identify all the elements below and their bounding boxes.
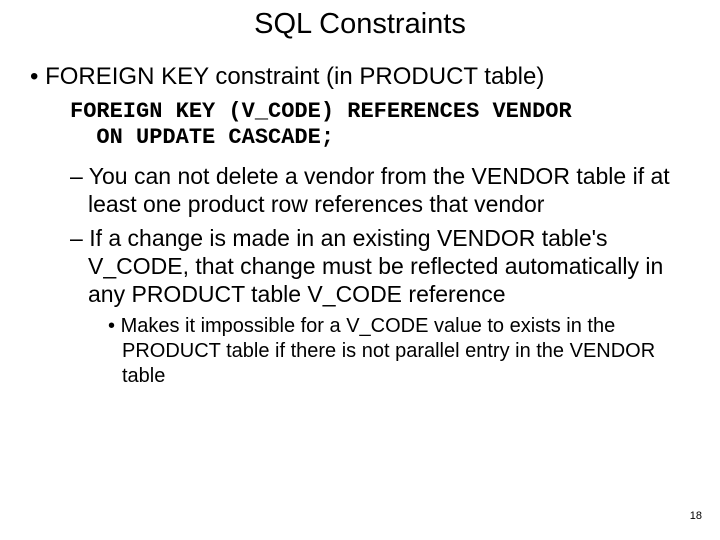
sub-sub-bullet-impossible: Makes it impossible for a V_CODE value t… bbox=[108, 314, 690, 389]
sub-bullet-delete-vendor-text: You can not delete a vendor from the VEN… bbox=[88, 163, 670, 217]
code-line-2: ON UPDATE CASCADE; bbox=[70, 125, 334, 150]
slide-title: SQL Constraints bbox=[30, 8, 690, 41]
sub-bullet-change-vcode: If a change is made in an existing VENDO… bbox=[70, 224, 690, 308]
page-number: 18 bbox=[690, 510, 702, 522]
sub-bullet-delete-vendor: You can not delete a vendor from the VEN… bbox=[70, 162, 690, 218]
bullet-foreign-key: FOREIGN KEY constraint (in PRODUCT table… bbox=[30, 63, 690, 91]
sub-bullet-change-vcode-text: If a change is made in an existing VENDO… bbox=[88, 225, 663, 307]
bullet-foreign-key-text: FOREIGN KEY constraint (in PRODUCT table… bbox=[45, 63, 544, 90]
sql-code-block: FOREIGN KEY (V_CODE) REFERENCES VENDOR O… bbox=[70, 99, 690, 152]
sub-sub-bullet-impossible-text: Makes it impossible for a V_CODE value t… bbox=[121, 315, 656, 387]
code-line-1: FOREIGN KEY (V_CODE) REFERENCES VENDOR bbox=[70, 99, 572, 124]
